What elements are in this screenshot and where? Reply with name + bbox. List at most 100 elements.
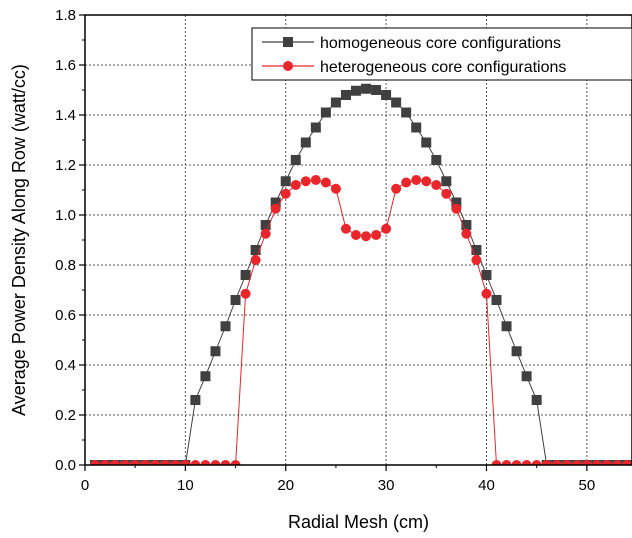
data-point bbox=[310, 175, 321, 185]
data-point bbox=[391, 183, 402, 194]
y-tick-label: 1.0 bbox=[55, 207, 76, 224]
data-point bbox=[361, 231, 372, 242]
y-tick-label: 0.6 bbox=[55, 307, 76, 324]
data-point bbox=[501, 460, 512, 465]
data-point bbox=[280, 188, 291, 199]
data-point bbox=[481, 270, 492, 280]
data-point bbox=[381, 90, 392, 100]
data-point bbox=[120, 460, 131, 465]
data-point bbox=[541, 460, 552, 465]
data-point bbox=[240, 288, 251, 299]
data-point bbox=[521, 371, 532, 382]
x-axis-title: Radial Mesh (cm) bbox=[288, 512, 429, 532]
y-tick-label: 0.4 bbox=[55, 357, 76, 374]
data-point bbox=[330, 183, 341, 194]
x-tick-label: 20 bbox=[277, 477, 294, 494]
data-point bbox=[240, 270, 251, 280]
data-point bbox=[310, 122, 321, 133]
data-point bbox=[300, 176, 311, 187]
data-point bbox=[501, 321, 512, 332]
data-point bbox=[170, 460, 181, 465]
data-point bbox=[150, 460, 161, 465]
data-point bbox=[511, 346, 522, 357]
data-point bbox=[571, 460, 582, 465]
data-point bbox=[451, 203, 462, 214]
data-point bbox=[260, 228, 271, 239]
data-point bbox=[471, 245, 482, 255]
data-point bbox=[90, 460, 101, 465]
grid-lines bbox=[85, 15, 632, 465]
data-point bbox=[190, 395, 201, 405]
data-point bbox=[330, 97, 341, 108]
data-point bbox=[601, 460, 612, 465]
data-point bbox=[250, 245, 261, 255]
data-point bbox=[461, 228, 472, 239]
y-tick-label: 1.2 bbox=[55, 157, 76, 174]
y-axis-title: Average Power Density Along Row (watt/cc… bbox=[9, 64, 29, 416]
data-point bbox=[220, 321, 231, 332]
data-point bbox=[421, 137, 432, 148]
data-point bbox=[270, 197, 281, 208]
data-point bbox=[481, 288, 492, 299]
legend-label: homogeneous core configurations bbox=[320, 35, 561, 52]
y-tick-label: 0.8 bbox=[55, 257, 76, 274]
data-point bbox=[320, 177, 331, 188]
data-point bbox=[441, 176, 452, 187]
legend-marker bbox=[283, 61, 293, 71]
data-point bbox=[110, 460, 121, 465]
data-point bbox=[401, 177, 412, 188]
data-point bbox=[130, 460, 141, 465]
data-point bbox=[270, 203, 281, 214]
data-point bbox=[371, 85, 382, 95]
data-point bbox=[401, 107, 412, 118]
plot-frame bbox=[84, 14, 632, 466]
data-point bbox=[431, 180, 442, 190]
data-point bbox=[521, 460, 532, 465]
data-point bbox=[350, 230, 361, 240]
data-point bbox=[621, 460, 632, 465]
data-point bbox=[441, 188, 452, 199]
data-point bbox=[611, 460, 622, 465]
x-tick-label: 50 bbox=[578, 477, 595, 494]
data-point bbox=[531, 460, 542, 465]
data-point bbox=[581, 460, 592, 465]
y-tick-label: 1.6 bbox=[55, 57, 76, 74]
data-point bbox=[421, 176, 432, 187]
data-point bbox=[391, 97, 402, 108]
data-point bbox=[100, 460, 111, 465]
data-point bbox=[340, 223, 351, 234]
data-point bbox=[210, 460, 221, 465]
data-point bbox=[200, 460, 211, 465]
data-point bbox=[591, 460, 602, 465]
legend: homogeneous core configurations heterogen… bbox=[251, 27, 632, 81]
data-point bbox=[491, 460, 502, 465]
data-point bbox=[230, 460, 241, 465]
legend-marker bbox=[283, 37, 293, 47]
data-point bbox=[210, 346, 221, 357]
y-tick-label: 0.0 bbox=[55, 457, 76, 474]
series-1 bbox=[90, 175, 632, 465]
data-point bbox=[531, 395, 542, 405]
series-line bbox=[95, 179, 632, 465]
data-point bbox=[230, 295, 241, 305]
y-tick-label: 0.2 bbox=[55, 407, 76, 424]
legend-box bbox=[251, 27, 632, 81]
data-point bbox=[180, 460, 191, 465]
data-point bbox=[290, 180, 301, 190]
x-tick-label: 40 bbox=[478, 477, 495, 494]
data-point bbox=[280, 176, 291, 187]
data-point bbox=[491, 295, 502, 305]
data-point bbox=[551, 460, 562, 465]
data-point bbox=[340, 90, 351, 100]
series-layer bbox=[90, 83, 632, 465]
data-point bbox=[320, 107, 331, 118]
x-tick-label: 0 bbox=[81, 477, 89, 494]
data-point bbox=[451, 197, 462, 208]
legend-label: heterogeneous core configurations bbox=[320, 59, 566, 76]
data-point bbox=[511, 460, 522, 465]
series-0 bbox=[90, 83, 632, 465]
x-tick-label: 30 bbox=[378, 477, 395, 494]
data-point bbox=[371, 230, 382, 240]
data-point bbox=[471, 255, 482, 265]
data-point bbox=[220, 460, 231, 465]
